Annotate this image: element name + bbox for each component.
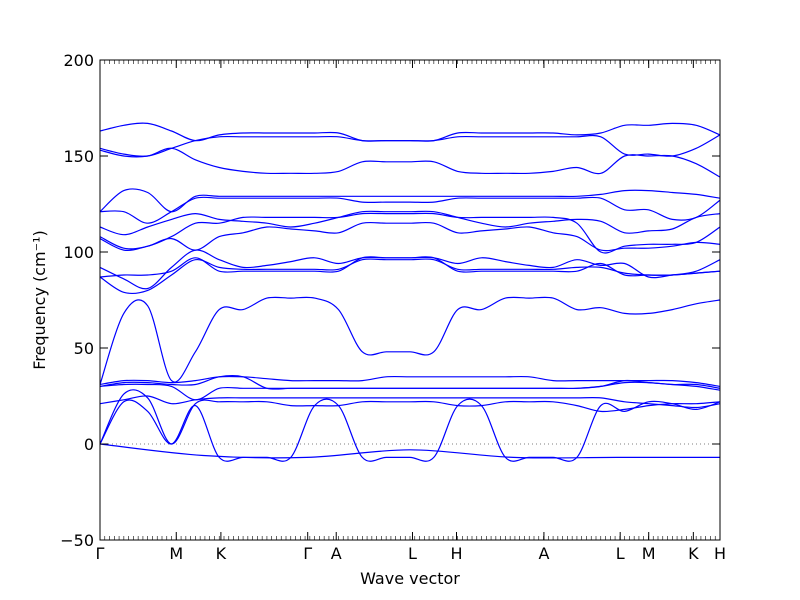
y-tick-label: 200: [63, 51, 94, 70]
y-tick-label: 100: [63, 243, 94, 262]
band-line-18: [99, 134, 721, 157]
band-line-15: [99, 196, 721, 224]
band-line-1: [99, 443, 720, 459]
x-tick-label: Γ: [96, 544, 105, 563]
x-tick-label: H: [714, 544, 726, 563]
band-line-14: [99, 210, 721, 236]
band-line-19: [99, 122, 721, 142]
band-line-11: [99, 249, 721, 290]
x-tick-label: A: [331, 544, 342, 563]
minor-ticks: [99, 60, 721, 540]
y-axis-label: Frequency (cm⁻¹): [30, 230, 49, 369]
x-tick-label: K: [688, 544, 699, 563]
band-line-17: [99, 147, 721, 178]
x-tick-label: A: [538, 544, 549, 563]
band-line-3: [99, 389, 721, 445]
y-axis-ticks: −50 0 50 100 150 200: [60, 51, 720, 550]
band-line-7: [99, 375, 721, 387]
band-line-13: [99, 212, 721, 254]
x-tick-label: K: [216, 544, 227, 563]
x-tick-label: L: [616, 544, 625, 563]
x-tick-label: M: [169, 544, 183, 563]
x-tick-label: H: [450, 544, 462, 563]
x-axis-label: Wave vector: [360, 569, 460, 588]
band-line-16: [99, 188, 721, 213]
band-line-6: [99, 375, 721, 390]
y-tick-label: 50: [74, 339, 94, 358]
y-tick-label: 0: [84, 435, 94, 454]
y-tick-label: 150: [63, 147, 94, 166]
phonon-bands: [99, 122, 721, 462]
band-line-4: [99, 395, 721, 409]
plot-frame: [99, 59, 721, 541]
band-line-8: [99, 296, 721, 385]
x-tick-label: L: [408, 544, 417, 563]
band-line-5: [99, 379, 721, 401]
x-tick-label: M: [642, 544, 656, 563]
y-tick-label: −50: [60, 531, 94, 550]
x-tick-label: Γ: [303, 544, 312, 563]
band-line-2: [99, 398, 721, 462]
